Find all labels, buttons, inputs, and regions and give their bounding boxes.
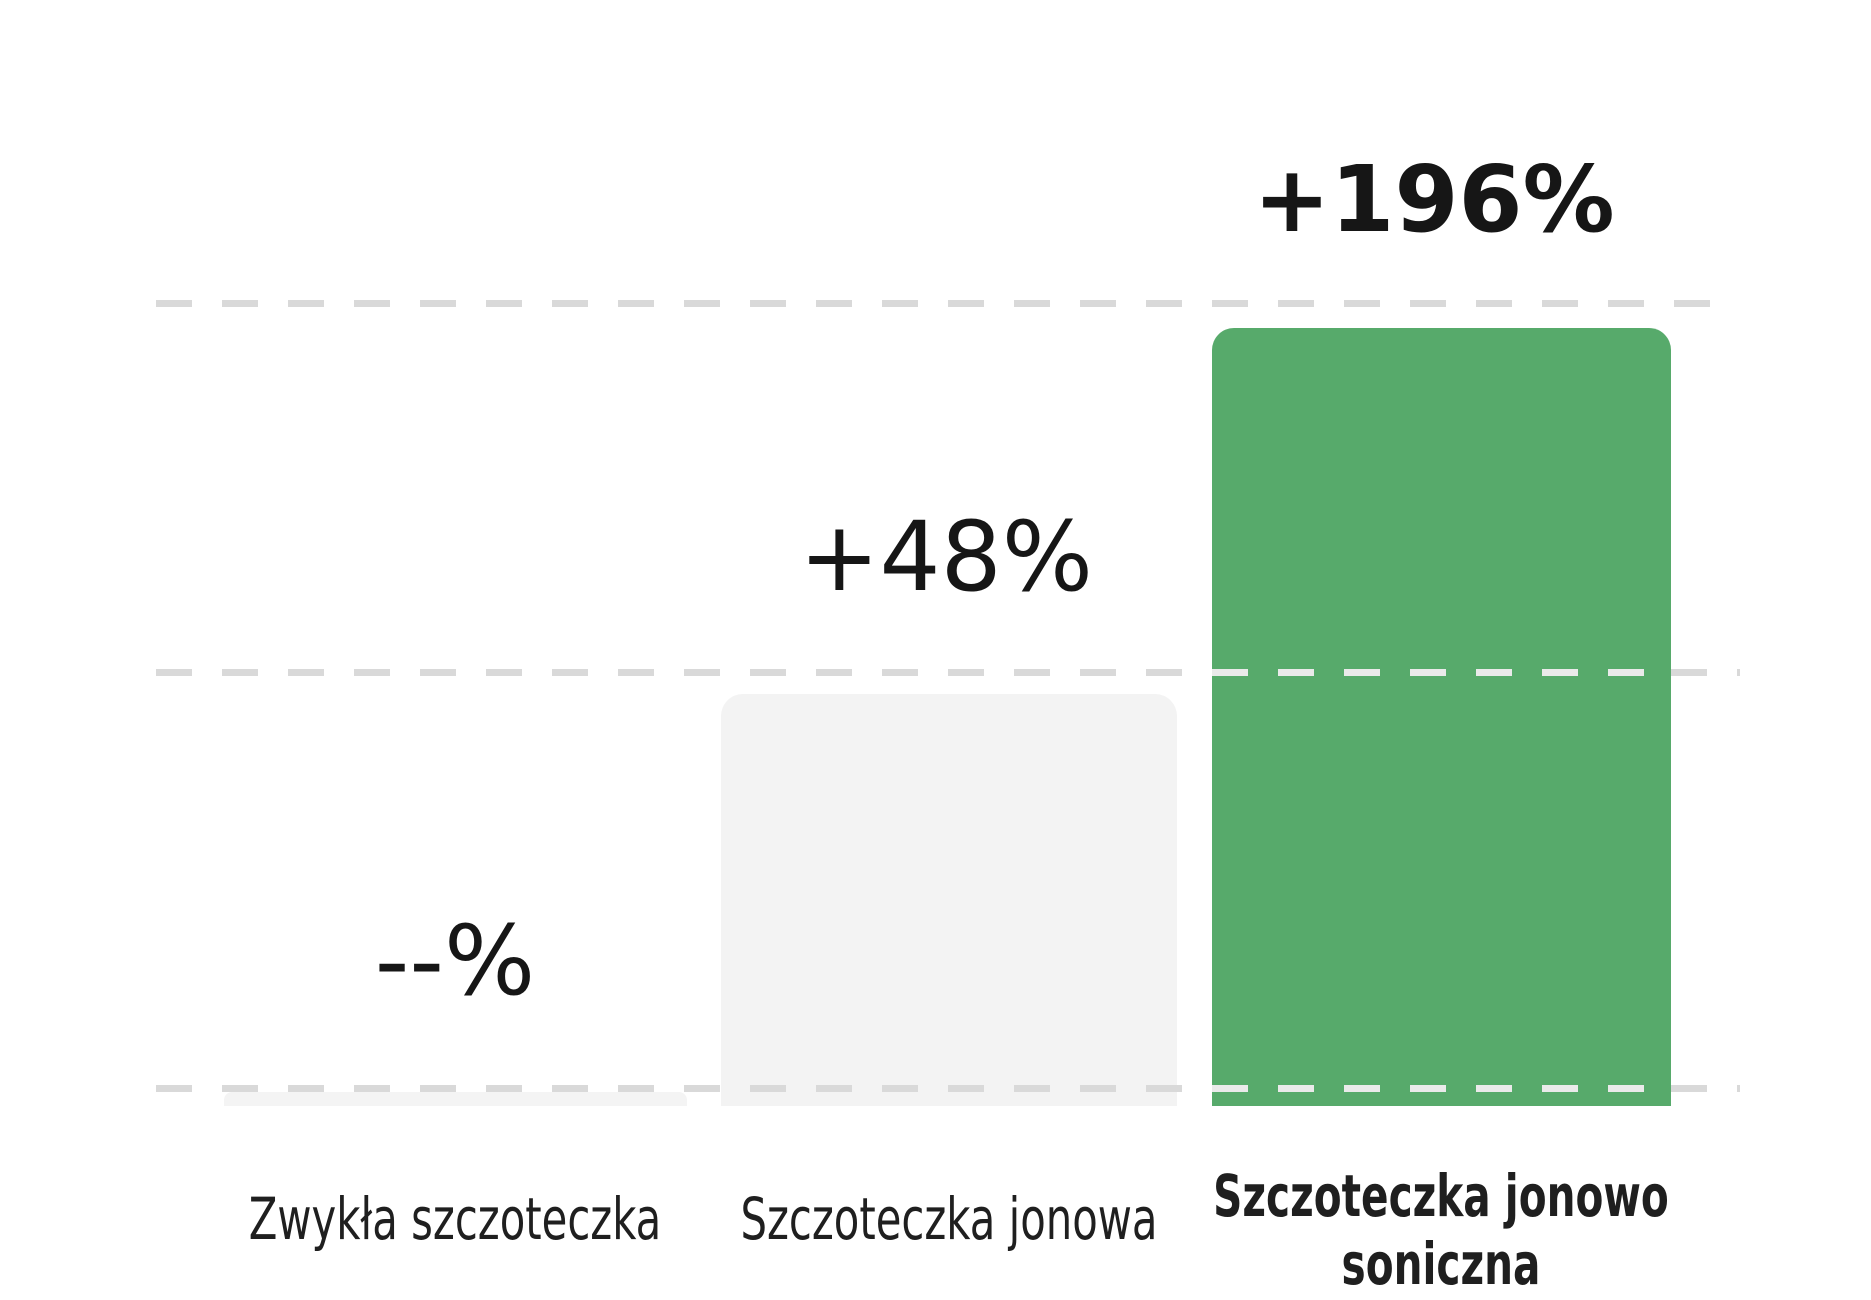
gridline-top xyxy=(156,300,1740,307)
bar-ionic-toothbrush xyxy=(721,694,1177,1106)
gridline-baseline-over-bar xyxy=(1212,1085,1671,1092)
category-label-ionic-sonic-toothbrush: Szczoteczka jonowo soniczna xyxy=(1213,1162,1669,1299)
value-label-ionic-toothbrush: +48% xyxy=(799,501,1093,613)
gridline-middle xyxy=(1671,669,1740,676)
gridline-baseline xyxy=(1671,1085,1740,1092)
value-label-ionic-sonic-toothbrush: +196% xyxy=(1253,146,1615,253)
gridline-middle xyxy=(156,669,1212,676)
gridline-middle-over-bar xyxy=(1212,669,1671,676)
category-label-ionic-toothbrush: Szczoteczka jonowa xyxy=(740,1185,1158,1253)
bar-ionic-sonic-toothbrush xyxy=(1212,328,1671,1106)
gridline-baseline xyxy=(156,1085,1212,1092)
bar-regular-toothbrush xyxy=(224,1092,687,1106)
value-label-regular-toothbrush: --% xyxy=(374,905,536,1017)
category-label-regular-toothbrush: Zwykła szczoteczka xyxy=(248,1185,662,1253)
